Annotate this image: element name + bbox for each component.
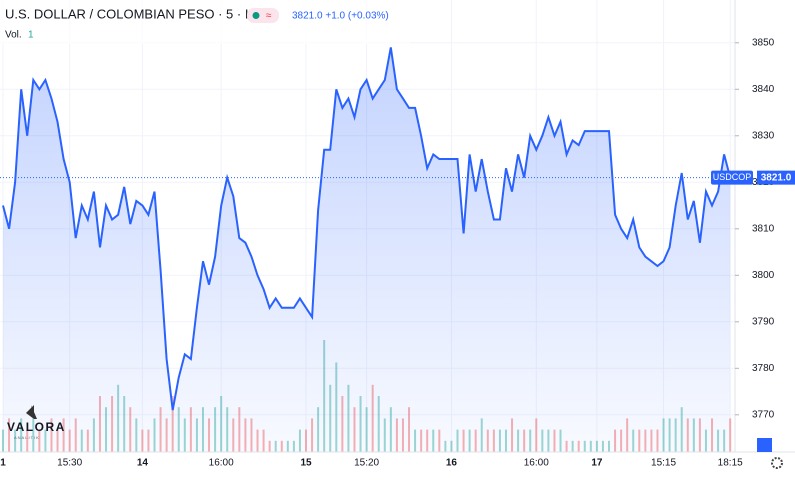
price-line: [2, 47, 732, 411]
x-tick-label: 16: [446, 458, 458, 469]
x-tick-label: 15:20: [354, 458, 379, 469]
y-tick-label: 3790: [752, 316, 775, 327]
header-bg: [0, 0, 410, 44]
tv-logo: [757, 438, 772, 452]
logo-sub: ANALITIK: [14, 435, 40, 440]
symbol-label: USDCOP: [713, 172, 752, 182]
y-tick-label: 3840: [752, 84, 775, 95]
y-tick-label: 3770: [752, 409, 775, 420]
x-tick-label: 16:00: [209, 458, 234, 469]
logo: VALORA: [7, 420, 66, 434]
y-tick-label: 3800: [752, 270, 775, 281]
last-price-tag: [757, 170, 795, 185]
y-tick-label: 3830: [752, 130, 775, 141]
volume-label: Vol.: [5, 30, 22, 41]
chart-title: U.S. DOLLAR / COLOMBIAN PESO · 5 · IDC: [5, 6, 267, 21]
x-tick-label: 16:00: [524, 458, 549, 469]
quote: 3821.0 +1.0 (+0.03%): [292, 11, 389, 22]
x-tick-label: 18:15: [718, 458, 743, 469]
symbol-tag: [711, 170, 753, 185]
y-tick-label: 3810: [752, 223, 775, 234]
y-tick-label: 3850: [752, 37, 775, 48]
x-tick-label: 14: [137, 458, 149, 469]
x-tick-label: 15: [300, 458, 312, 469]
x-tick-label: 17: [591, 458, 603, 469]
x-tick-label: 15:15: [651, 458, 676, 469]
y-tick-label: 3780: [752, 363, 775, 374]
x-tick-label: 1: [0, 458, 6, 469]
status-pill: [247, 8, 279, 23]
price-area: [3, 47, 731, 453]
last-price-label: 3821.0: [761, 172, 792, 183]
logo-icon: [26, 405, 37, 419]
status-icon: ≈: [266, 11, 272, 22]
settings-icon[interactable]: [771, 457, 783, 469]
status-dot: [252, 12, 260, 19]
volume-value: 1: [28, 30, 34, 41]
x-tick-label: 15:30: [57, 458, 82, 469]
